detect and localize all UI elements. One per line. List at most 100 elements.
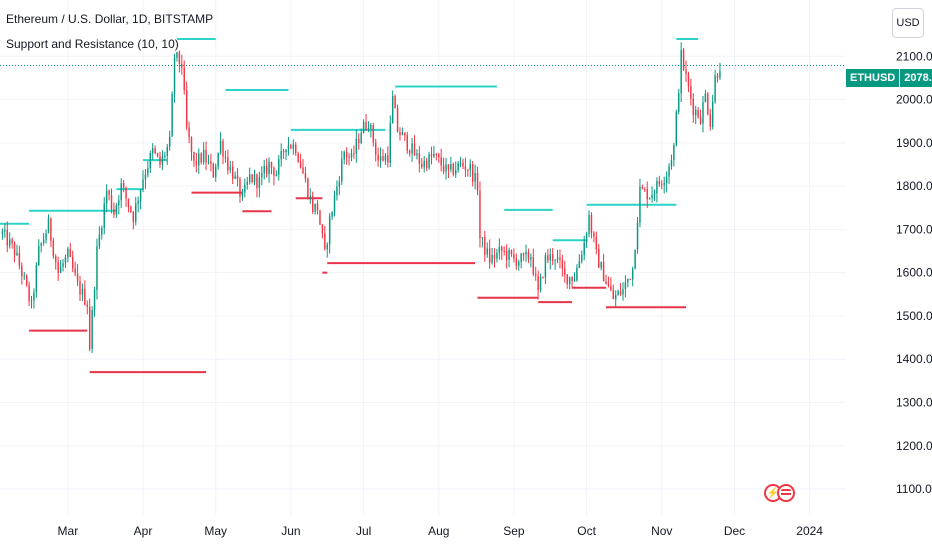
chart-title: Ethereum / U.S. Dollar, 1D, BITSTAMP bbox=[6, 12, 214, 26]
candle-body bbox=[687, 73, 690, 86]
candle-body bbox=[164, 155, 166, 157]
candle-body bbox=[324, 233, 326, 249]
candle-body bbox=[358, 138, 360, 143]
candle-body bbox=[200, 153, 202, 163]
candle-body bbox=[45, 233, 47, 240]
candle-body bbox=[602, 262, 605, 282]
candle-body bbox=[702, 102, 704, 124]
candle-body bbox=[118, 200, 120, 206]
candle-body bbox=[55, 256, 57, 262]
candle-body bbox=[479, 190, 481, 239]
candle-body bbox=[28, 285, 30, 302]
candle-body bbox=[401, 132, 404, 136]
candle-body bbox=[328, 216, 331, 245]
candle-body bbox=[246, 181, 248, 185]
candle-body bbox=[122, 183, 125, 188]
candle-body bbox=[644, 188, 646, 190]
candle-body bbox=[532, 257, 535, 274]
candle-body bbox=[707, 93, 709, 114]
candle-body bbox=[719, 71, 721, 78]
candle-body bbox=[404, 132, 406, 136]
candle-body bbox=[648, 198, 651, 200]
candle-body bbox=[515, 258, 518, 266]
candle-body bbox=[469, 163, 471, 171]
price-axis[interactable]: 1100.0 1200.0 1300.0 1400.0 1500.0 1600.0 1700… bbox=[896, 49, 932, 496]
candle-body bbox=[406, 135, 408, 151]
candle-body bbox=[421, 163, 423, 168]
candle-body bbox=[91, 309, 93, 350]
candle-body bbox=[578, 261, 581, 268]
candle-body bbox=[593, 232, 595, 237]
y-tick-label: 2000.0 bbox=[896, 93, 932, 107]
candle-body bbox=[40, 243, 42, 246]
candle-body bbox=[256, 174, 258, 188]
x-tick-label: Aug bbox=[428, 524, 449, 538]
candle-body bbox=[241, 192, 244, 197]
candle-body bbox=[571, 277, 573, 281]
candle-body bbox=[110, 194, 113, 210]
candle-body bbox=[508, 250, 510, 260]
candle-body bbox=[685, 69, 687, 74]
currency-button[interactable]: USD bbox=[892, 8, 924, 38]
candle-body bbox=[423, 160, 425, 168]
candle-body bbox=[425, 160, 428, 168]
candle-body bbox=[93, 289, 96, 310]
candle-body bbox=[185, 90, 188, 128]
candle-body bbox=[518, 261, 520, 266]
candle-body bbox=[321, 224, 324, 234]
candle-body bbox=[692, 98, 695, 116]
candle-body bbox=[120, 183, 122, 201]
candle-body bbox=[50, 218, 52, 241]
candle-body bbox=[670, 160, 673, 167]
candle-body bbox=[525, 251, 527, 255]
candle-body bbox=[210, 161, 212, 164]
candle-body bbox=[612, 290, 615, 300]
candle-body bbox=[311, 196, 314, 212]
x-tick-label: Oct bbox=[577, 524, 596, 538]
candle-body bbox=[244, 184, 246, 193]
candle-body bbox=[319, 210, 321, 225]
candle-body bbox=[304, 173, 307, 179]
us-flag-icon[interactable] bbox=[777, 484, 795, 502]
candle-body bbox=[18, 252, 21, 266]
candle-body bbox=[418, 153, 421, 164]
candle-body bbox=[173, 57, 176, 94]
indicator-label[interactable]: Support and Resistance (10, 10) bbox=[6, 37, 179, 51]
candle-body bbox=[30, 300, 33, 302]
candle-body bbox=[171, 93, 173, 137]
candlesticks bbox=[1, 42, 721, 354]
candle-body bbox=[384, 155, 387, 161]
candle-body bbox=[678, 93, 680, 112]
candle-body bbox=[503, 250, 505, 252]
candle-body bbox=[234, 175, 236, 179]
candle-body bbox=[350, 153, 353, 158]
last-price-tag: ETHUSD 2078.7 bbox=[846, 69, 932, 87]
candle-body bbox=[505, 250, 508, 260]
candle-body bbox=[675, 111, 678, 145]
candle-body bbox=[542, 277, 544, 279]
candle-body bbox=[190, 137, 193, 153]
candle-body bbox=[607, 283, 610, 286]
candle-body bbox=[47, 218, 50, 234]
candle-body bbox=[193, 152, 195, 161]
x-tick-label: Mar bbox=[58, 524, 79, 538]
candle-body bbox=[590, 214, 593, 233]
candle-body bbox=[33, 292, 35, 301]
candle-body bbox=[273, 167, 275, 176]
candle-body bbox=[331, 212, 333, 217]
candle-body bbox=[207, 161, 210, 163]
candle-body bbox=[8, 239, 11, 246]
candle-body bbox=[661, 184, 663, 186]
candle-body bbox=[624, 282, 627, 289]
candle-body bbox=[290, 145, 292, 149]
candle-body bbox=[471, 163, 474, 182]
candle-body bbox=[513, 254, 515, 259]
candle-body bbox=[556, 257, 559, 260]
candle-body bbox=[348, 157, 350, 159]
candle-body bbox=[336, 186, 338, 196]
time-axis[interactable]: Mar Apr May Jun Jul Aug Sep Oct Nov Dec 2024 bbox=[58, 524, 824, 538]
candle-body bbox=[227, 157, 229, 171]
candle-body bbox=[454, 170, 457, 175]
candle-body bbox=[338, 181, 341, 187]
